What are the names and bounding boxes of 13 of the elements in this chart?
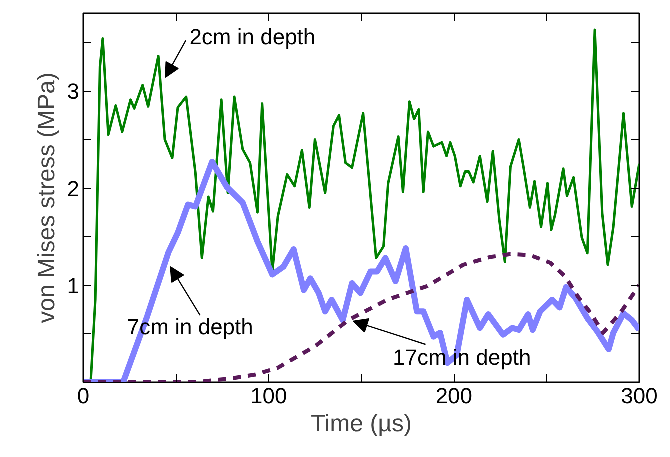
x-axis-title: Time (µs) bbox=[311, 410, 412, 438]
y-tick-label: 3 bbox=[67, 79, 80, 104]
y-tick-label: 2 bbox=[67, 176, 80, 202]
y-axis-title: von Mises stress (MPa) bbox=[33, 72, 60, 324]
x-tick-label: 300 bbox=[621, 384, 658, 408]
y-tick-label: 1 bbox=[67, 273, 80, 298]
x-tick-label: 100 bbox=[250, 384, 288, 408]
annotation: 2cm in depth bbox=[190, 24, 316, 50]
x-tick-label: 200 bbox=[436, 384, 473, 408]
annotation: 7cm in depth bbox=[127, 314, 254, 340]
x-tick-label: 0 bbox=[77, 384, 90, 408]
line-series bbox=[84, 252, 640, 382]
annotation: 17cm in depth bbox=[393, 344, 532, 370]
